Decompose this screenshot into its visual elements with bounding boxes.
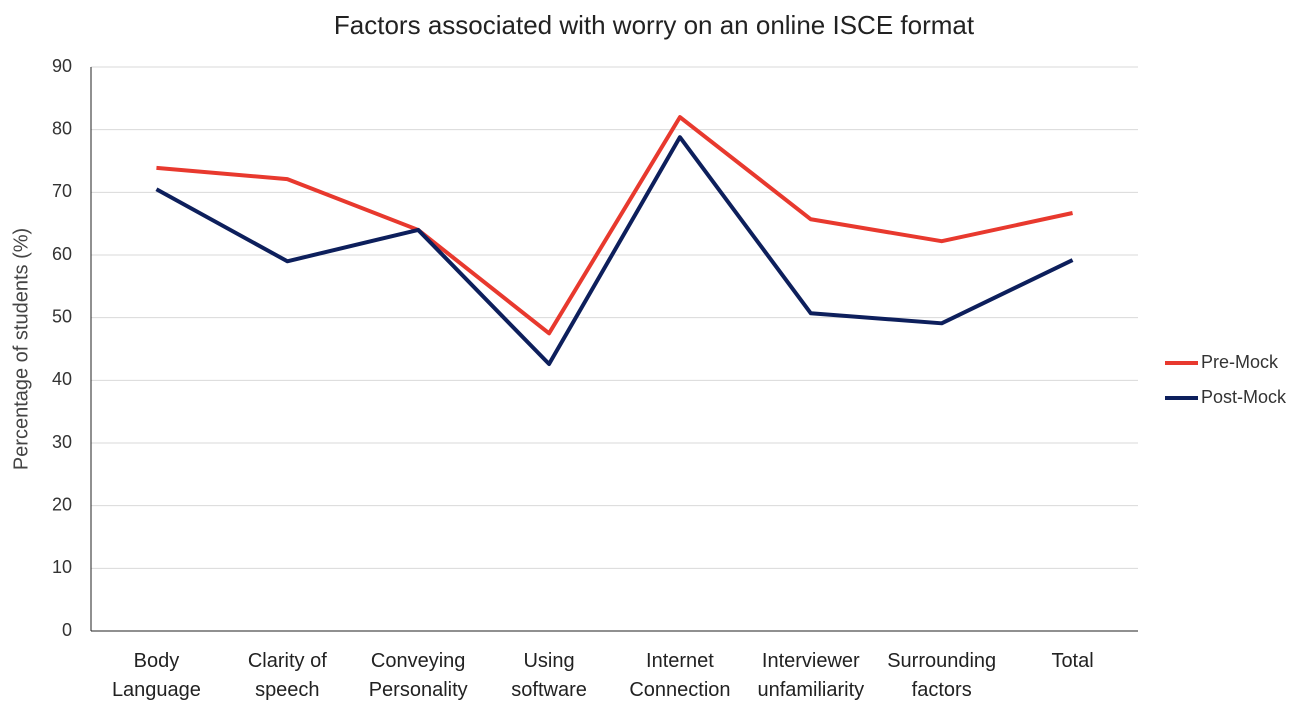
y-tick-label: 40 xyxy=(52,369,72,389)
x-tick-label: Total xyxy=(1051,650,1093,672)
y-tick-label: 70 xyxy=(52,181,72,201)
y-tick-label: 50 xyxy=(52,306,72,326)
series-line xyxy=(155,135,1074,367)
x-tick-label: Using software xyxy=(511,650,587,701)
y-tick-label: 90 xyxy=(52,56,72,76)
x-tick-label: Surrounding factors xyxy=(887,650,996,701)
x-tick-label: Internet Connection xyxy=(629,650,730,701)
x-tick-label: Body Language xyxy=(112,650,201,701)
y-tick-label: 20 xyxy=(52,494,72,514)
x-tick-label: Clarity of speech xyxy=(248,650,327,701)
series-line xyxy=(156,115,1073,336)
x-tick-label: Conveying Personality xyxy=(369,650,468,701)
y-tick-label: 0 xyxy=(62,620,72,640)
y-tick-label: 60 xyxy=(52,244,72,264)
legend-label: Post-Mock xyxy=(1201,387,1287,407)
y-tick-label: 80 xyxy=(52,118,72,138)
y-tick-label: 30 xyxy=(52,432,72,452)
y-tick-label: 10 xyxy=(52,557,72,577)
y-axis-label: Percentage of students (%) xyxy=(10,228,32,470)
chart-title: Factors associated with worry on an onli… xyxy=(334,10,975,40)
legend-label: Pre-Mock xyxy=(1201,352,1279,372)
x-tick-label: Interviewer unfamiliarity xyxy=(757,650,864,701)
